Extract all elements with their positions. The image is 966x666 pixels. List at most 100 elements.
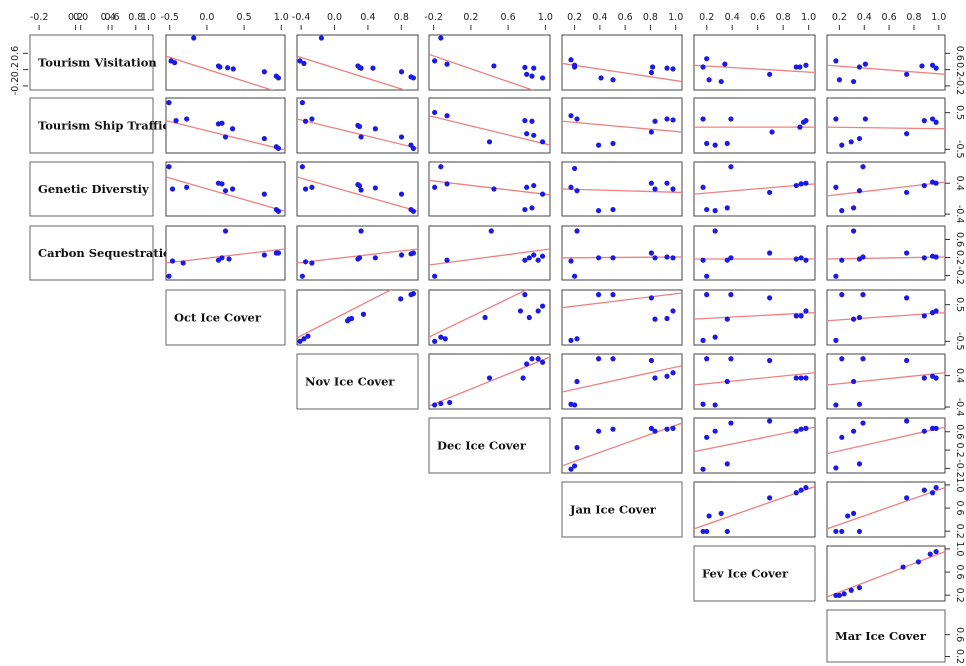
right-tick-label: 0.6 (954, 500, 965, 515)
top-tick-label: -0.4 (292, 12, 311, 23)
scatter-panel-r0-c1 (165, 34, 286, 91)
data-point (432, 338, 438, 344)
data-point (921, 428, 927, 434)
data-point (860, 356, 866, 362)
top-tick-label: 0.2 (699, 12, 714, 23)
data-point (933, 548, 939, 555)
panel-frame (296, 289, 419, 346)
data-point (845, 513, 851, 519)
data-point (712, 208, 718, 214)
data-point (299, 100, 305, 106)
scatter-panel-r7-c6 (826, 481, 946, 538)
data-point (862, 116, 868, 122)
data-point (767, 295, 773, 301)
data-point (652, 186, 658, 192)
data-point (358, 228, 364, 234)
data-point (664, 426, 670, 432)
data-point (798, 255, 804, 261)
data-point (539, 191, 546, 197)
data-point (700, 337, 706, 343)
panel-frame (561, 225, 683, 281)
data-point (568, 113, 574, 119)
data-point (933, 375, 939, 381)
top-tick-label: 0.2 (68, 12, 83, 23)
variable-label-10: Mar Ice Cover (826, 609, 946, 663)
data-point (848, 587, 854, 593)
data-point (836, 592, 843, 599)
right-tick-label: -0.5 (954, 332, 965, 351)
data-point (904, 189, 910, 196)
data-point (596, 356, 602, 362)
regression-line (562, 422, 682, 467)
data-point (921, 487, 927, 493)
data-point (670, 425, 676, 431)
panel-frame (561, 289, 683, 346)
right-tick-label: 0.5 (954, 297, 965, 312)
data-point (704, 434, 710, 440)
data-point (275, 250, 282, 256)
panel-frame (826, 97, 946, 154)
scatter-panel-r3-c3 (428, 225, 551, 281)
data-point (856, 64, 863, 70)
panel-frame (826, 417, 946, 474)
data-point (724, 378, 730, 385)
panel-frame (693, 97, 816, 154)
right-axis-6: -0.20.2 0.6 (945, 424, 965, 478)
right-tick-label: 0.6 (954, 232, 965, 247)
data-point (652, 375, 658, 381)
data-point (718, 510, 724, 516)
variable-label-box (29, 34, 154, 91)
data-point (704, 140, 710, 147)
right-tick-label: 0.2 (954, 62, 965, 77)
data-point (921, 375, 927, 381)
data-point (219, 181, 225, 187)
data-point (929, 62, 936, 68)
scatter-panel-r7-c5 (693, 481, 816, 538)
right-tick-label: 0.2 (954, 649, 965, 664)
top-tick-label: 0.6 (501, 12, 516, 23)
data-point (219, 120, 225, 126)
data-point (664, 180, 670, 186)
axis-tick-layer: -0.2 0.2 0.6 1.00.0 0.4 0.8 -0.5 0.0 0.5 1.0 -0.4 0… (10, 12, 965, 664)
data-point (432, 402, 438, 408)
data-point (610, 206, 616, 213)
top-tick-label: 0.0 (73, 12, 88, 23)
data-point (648, 129, 655, 135)
data-point (700, 528, 706, 535)
data-point (275, 208, 282, 214)
data-point (219, 255, 225, 261)
data-point (833, 273, 839, 279)
data-point (793, 256, 799, 262)
data-point (933, 65, 939, 71)
top-axis-5: 0.2 0.4 0.6 0.8 1.0 (567, 12, 683, 30)
variable-label-box (561, 481, 683, 538)
data-point (491, 186, 497, 192)
data-point (169, 186, 176, 192)
top-tick-label: 1.0 (274, 12, 289, 23)
data-point (222, 188, 229, 194)
data-point (798, 181, 804, 187)
data-point (793, 490, 799, 496)
data-point (648, 69, 655, 76)
data-point (358, 134, 364, 140)
scatter-panel-r4-c3 (428, 289, 551, 346)
data-point (531, 132, 537, 138)
panel-frame (826, 289, 946, 346)
data-point (793, 182, 799, 189)
data-point (718, 78, 724, 85)
data-point (572, 402, 578, 408)
variable-label-box (29, 161, 154, 217)
data-point (261, 191, 267, 197)
data-point (648, 357, 655, 364)
data-point (568, 258, 574, 264)
data-point (767, 357, 773, 364)
data-point (797, 64, 803, 70)
data-point (610, 77, 616, 83)
data-point (664, 116, 670, 122)
data-point (301, 336, 307, 342)
panel-frame (561, 417, 683, 474)
data-point (704, 292, 710, 298)
right-tick-label: 0.4 (954, 176, 965, 191)
left-tick-label: 0.6 (10, 46, 21, 61)
